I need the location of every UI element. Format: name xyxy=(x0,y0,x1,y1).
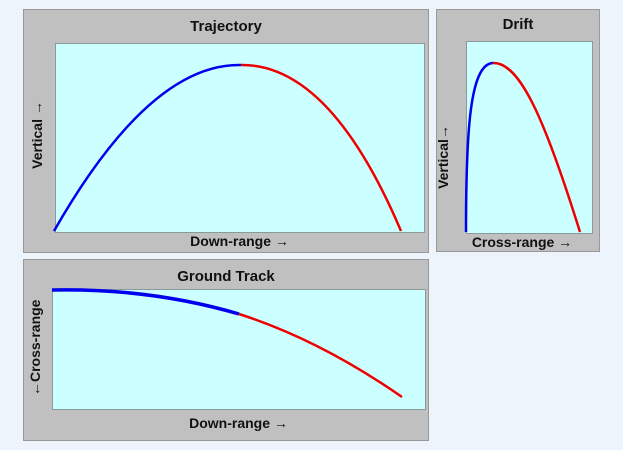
trajectory-plot xyxy=(55,43,425,233)
ground-track-title: Ground Track xyxy=(177,268,275,285)
trajectory-title: Trajectory xyxy=(190,18,262,35)
drift-descent-curve xyxy=(492,61,582,233)
trajectory-ascent-curve xyxy=(52,63,242,232)
drift-x-label: Cross-range → xyxy=(471,234,573,250)
drift-panel: Drift Vertical→ Cross-range → xyxy=(435,9,600,252)
drift-title: Drift xyxy=(502,16,534,33)
trajectory-descent-curve xyxy=(240,63,403,232)
ground-track-descent-curve xyxy=(238,312,403,399)
drift-ascent-curve xyxy=(464,61,494,233)
trajectory-x-label: Down-range → xyxy=(190,233,289,249)
ground-track-ascent-curve xyxy=(51,288,240,316)
trajectory-panel: Trajectory Vertical → Down-range → xyxy=(23,9,429,253)
drift-plot xyxy=(466,41,593,234)
ground-track-plot xyxy=(52,289,426,410)
ground-track-x-label: Down-range → xyxy=(189,415,288,431)
